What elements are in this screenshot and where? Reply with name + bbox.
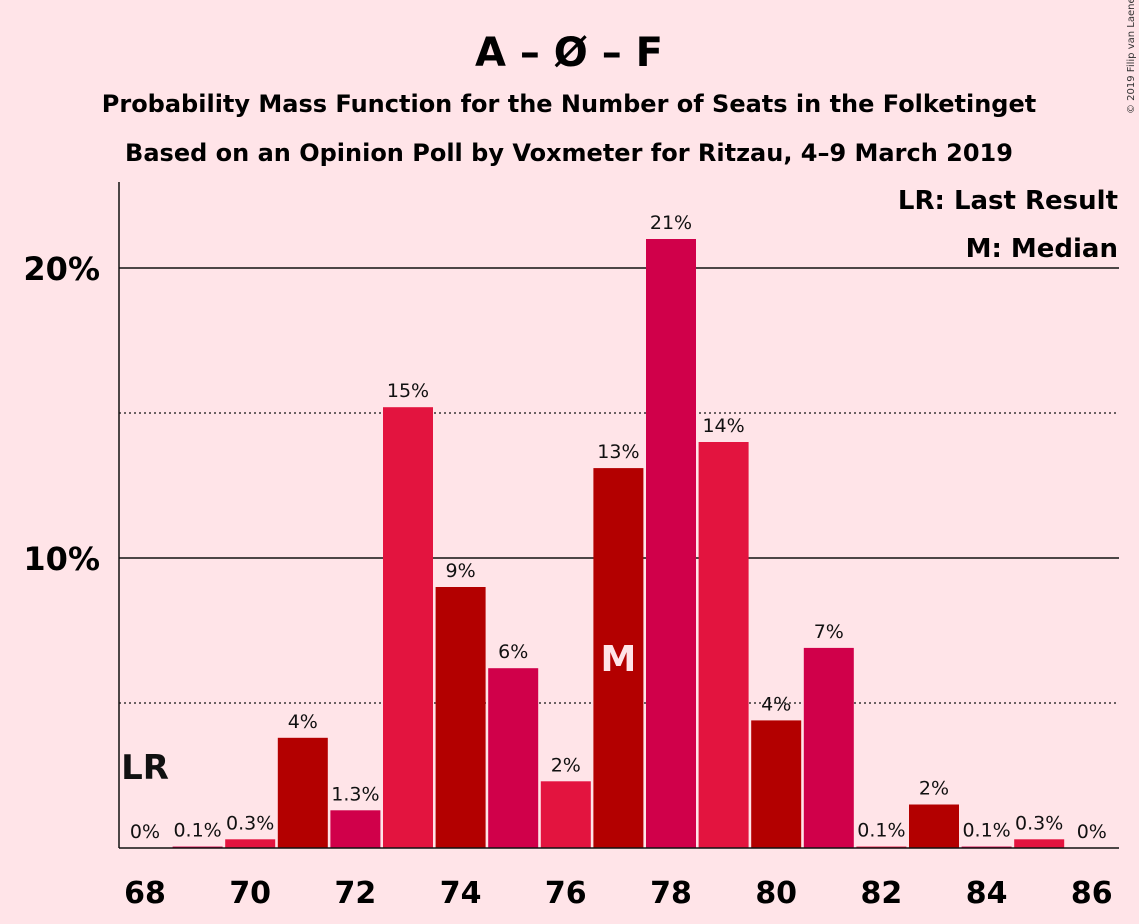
bar-value-label-71: 4% (288, 711, 318, 733)
bar-81 (803, 647, 854, 848)
legend-median: M: Median (966, 234, 1118, 264)
bars (172, 239, 1065, 848)
bar-73 (383, 407, 433, 848)
bar-value-label-84: 0.1% (962, 820, 1010, 842)
bar-value-label-74: 9% (446, 560, 476, 582)
bar-value-label-86: 0% (1077, 821, 1107, 843)
bar-value-label-72: 1.3% (331, 783, 379, 805)
bar-71 (277, 737, 328, 848)
bar-value-label-81: 7% (814, 621, 844, 643)
x-tick-80: 80 (755, 876, 797, 911)
x-tick-82: 82 (861, 876, 903, 911)
bar-85 (1014, 839, 1065, 848)
y-tick-20: 20% (23, 250, 100, 288)
x-tick-72: 72 (335, 876, 377, 911)
x-tick-84: 84 (966, 876, 1008, 911)
x-tick-70: 70 (229, 876, 271, 911)
x-tick-78: 78 (650, 876, 692, 911)
legend-last-result: LR: Last Result (898, 186, 1118, 216)
x-tick-68: 68 (124, 876, 166, 911)
bar-value-label-83: 2% (919, 778, 949, 800)
bar-74 (435, 587, 486, 848)
bar-75 (488, 668, 539, 848)
bar-value-label-68: 0% (130, 821, 160, 843)
y-tick-10: 10% (23, 540, 100, 578)
y-tick-labels: 10% 20% (23, 250, 100, 578)
bar-value-label-80: 4% (761, 693, 791, 715)
bar-value-label-70: 0.3% (226, 812, 274, 834)
bar-76 (540, 781, 591, 848)
bar-value-label-82: 0.1% (857, 820, 905, 842)
chart-title: A – Ø – F (475, 30, 663, 76)
bar-value-label-78: 21% (650, 212, 692, 234)
chart-subtitle-1: Probability Mass Function for the Number… (102, 90, 1036, 118)
bar-80 (751, 720, 802, 848)
bar-78 (646, 239, 696, 848)
median-marker: M (600, 639, 636, 680)
bar-value-label-69: 0.1% (173, 820, 221, 842)
copyright-note: © 2019 Filip van Laenen (1126, 0, 1137, 114)
bar-value-label-76: 2% (551, 754, 581, 776)
bar-value-label-85: 0.3% (1015, 812, 1063, 834)
bar-79 (698, 442, 749, 848)
bar-value-label-75: 6% (498, 641, 528, 663)
bar-77 (593, 468, 644, 848)
bar-70 (225, 839, 276, 848)
x-tick-labels: 68 70 72 74 76 78 80 82 84 86 (124, 876, 1113, 911)
bar-labels: 0%LR0.1% 0.3%4%1.3%15%9%6%2%13%M21%14%4%7… (121, 212, 1107, 843)
bar-value-label-73: 15% (387, 380, 429, 402)
x-tick-76: 76 (545, 876, 587, 911)
bar-72 (330, 810, 381, 848)
bar-value-label-79: 14% (702, 415, 744, 437)
x-tick-74: 74 (440, 876, 482, 911)
bar-value-label-77: 13% (597, 441, 639, 463)
chart-subtitle-2: Based on an Opinion Poll by Voxmeter for… (125, 139, 1013, 167)
x-tick-86: 86 (1071, 876, 1113, 911)
bar-83 (909, 804, 959, 848)
last-result-marker: LR (121, 748, 169, 788)
